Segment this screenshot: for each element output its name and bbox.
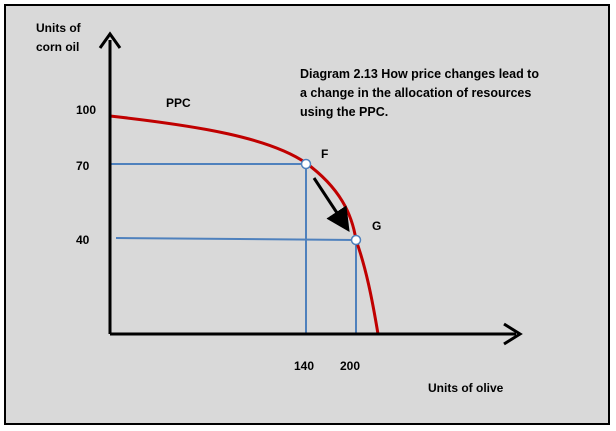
- point-g-marker: [350, 234, 362, 246]
- ppc-curve: [109, 114, 380, 335]
- point-g-label: G: [372, 219, 381, 233]
- y-axis-arrowhead: [98, 31, 122, 49]
- curve-label-ppc: PPC: [166, 96, 191, 110]
- y-tick-40: 40: [76, 233, 90, 247]
- x-tick-200: 200: [340, 359, 360, 373]
- diagram-title-line-1: Diagram 2.13 How price changes lead to: [300, 67, 539, 81]
- diagram-title-line-2: a change in the allocation of resources: [300, 86, 531, 100]
- y-tick-100: 100: [76, 103, 96, 117]
- guide-line-g-horizontal: [115, 237, 357, 241]
- diagram-title-line-3: using the PPC.: [300, 105, 388, 119]
- movement-arrow: [312, 177, 350, 233]
- x-axis-label: Units of olive: [428, 381, 504, 395]
- y-tick-70: 70: [76, 159, 90, 173]
- y-axis-label-line-1: Units of: [36, 21, 82, 35]
- y-axis-label-line-2: corn oil: [36, 40, 79, 54]
- point-f-label: F: [321, 147, 328, 161]
- x-tick-140: 140: [294, 359, 314, 373]
- x-axis-arrowhead: [503, 322, 523, 346]
- point-f-marker: [300, 158, 312, 170]
